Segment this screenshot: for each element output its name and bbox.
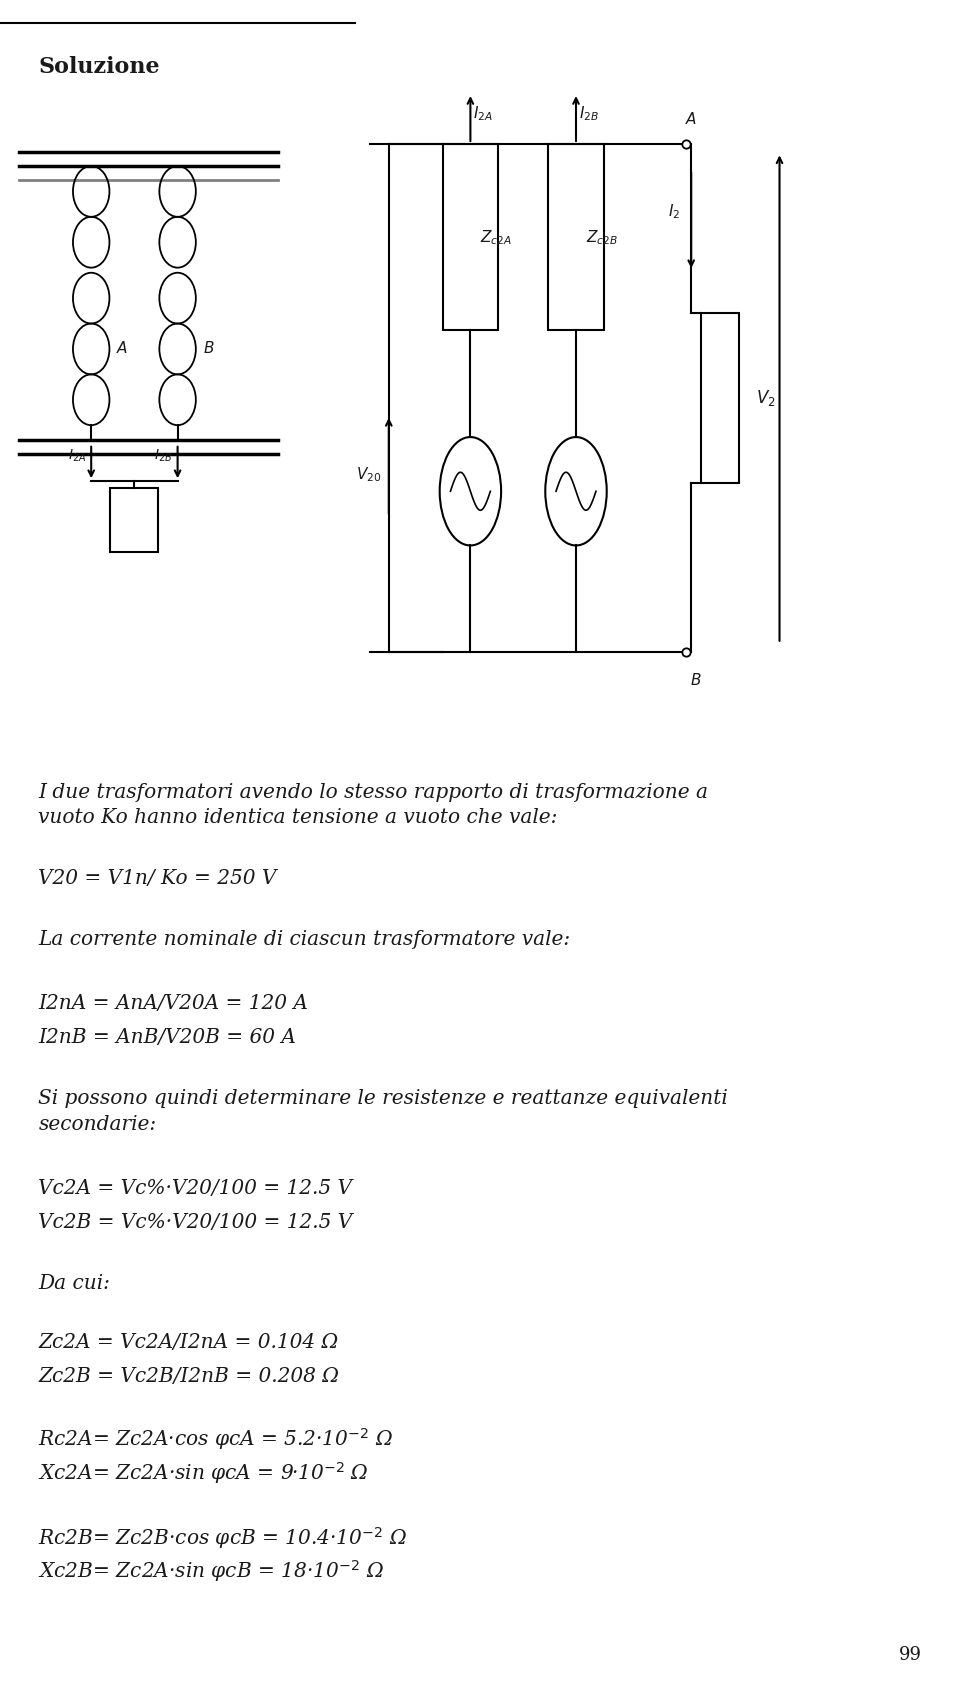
- Text: B: B: [691, 673, 701, 688]
- Text: $Z_{c2A}$: $Z_{c2A}$: [480, 227, 512, 247]
- Text: Vc2A = Vc%·V20/100 = 12.5 V: Vc2A = Vc%·V20/100 = 12.5 V: [38, 1179, 352, 1198]
- Bar: [701, 313, 739, 483]
- Text: I2nA = AnA/V20A = 120 A: I2nA = AnA/V20A = 120 A: [38, 994, 308, 1013]
- Text: Xc2A= Zc2A·sin φcA = 9·10$^{-2}$ Ω: Xc2A= Zc2A·sin φcA = 9·10$^{-2}$ Ω: [38, 1460, 370, 1486]
- Text: $I_{2B}$: $I_{2B}$: [155, 447, 173, 464]
- Text: Si possono quindi determinare le resistenze e reattanze equivalenti
secondarie:: Si possono quindi determinare le resiste…: [38, 1089, 728, 1133]
- Text: $Z_{c2B}$: $Z_{c2B}$: [586, 227, 617, 247]
- Text: Zc2A = Vc2A/I2nA = 0.104 Ω: Zc2A = Vc2A/I2nA = 0.104 Ω: [38, 1333, 339, 1352]
- Text: Vc2B = Vc%·V20/100 = 12.5 V: Vc2B = Vc%·V20/100 = 12.5 V: [38, 1213, 352, 1232]
- Text: La corrente nominale di ciascun trasformatore vale:: La corrente nominale di ciascun trasform…: [38, 930, 570, 949]
- Text: V20 = V1n/ Ko = 250 V: V20 = V1n/ Ko = 250 V: [38, 869, 276, 888]
- Text: I due trasformatori avendo lo stesso rapporto di trasformazione a
vuoto Ko hanno: I due trasformatori avendo lo stesso rap…: [38, 783, 708, 827]
- Bar: [443, 144, 498, 330]
- Text: $I_{2A}$: $I_{2A}$: [473, 103, 493, 124]
- Text: $V_{20}$: $V_{20}$: [356, 464, 381, 484]
- Text: $I_2$: $I_2$: [667, 202, 680, 222]
- Text: $V_2$: $V_2$: [756, 388, 776, 408]
- Text: A: A: [117, 342, 128, 356]
- Text: Xc2B= Zc2A·sin φcB = 18·10$^{-2}$ Ω: Xc2B= Zc2A·sin φcB = 18·10$^{-2}$ Ω: [38, 1558, 384, 1584]
- Text: B: B: [204, 342, 214, 356]
- Text: $I_{2A}$: $I_{2A}$: [68, 447, 86, 464]
- Text: Soluzione: Soluzione: [38, 56, 160, 78]
- Text: A: A: [686, 112, 696, 127]
- Text: Rc2A= Zc2A·cos φcA = 5.2·10$^{-2}$ Ω: Rc2A= Zc2A·cos φcA = 5.2·10$^{-2}$ Ω: [38, 1426, 394, 1452]
- Text: $I_{2B}$: $I_{2B}$: [579, 103, 599, 124]
- Bar: [548, 144, 604, 330]
- Bar: [110, 488, 158, 552]
- Text: 99: 99: [899, 1645, 922, 1664]
- Text: Rc2B= Zc2B·cos φcB = 10.4·10$^{-2}$ Ω: Rc2B= Zc2B·cos φcB = 10.4·10$^{-2}$ Ω: [38, 1525, 408, 1550]
- Text: Da cui:: Da cui:: [38, 1274, 110, 1293]
- Text: Zc2B = Vc2B/I2nB = 0.208 Ω: Zc2B = Vc2B/I2nB = 0.208 Ω: [38, 1367, 339, 1386]
- Text: I2nB = AnB/V20B = 60 A: I2nB = AnB/V20B = 60 A: [38, 1028, 297, 1047]
